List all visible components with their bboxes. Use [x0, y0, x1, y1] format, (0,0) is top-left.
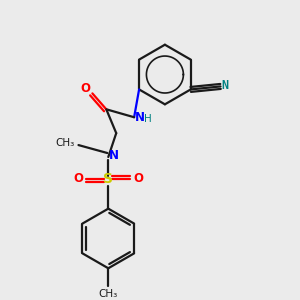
Text: N: N [221, 79, 229, 92]
Text: O: O [80, 82, 90, 95]
Text: H: H [144, 114, 152, 124]
Text: N: N [109, 148, 119, 161]
Text: O: O [74, 172, 83, 185]
Text: N: N [135, 111, 145, 124]
Text: S: S [103, 172, 113, 186]
Text: CH₃: CH₃ [55, 138, 74, 148]
Text: O: O [133, 172, 143, 185]
Text: CH₃: CH₃ [99, 289, 118, 299]
